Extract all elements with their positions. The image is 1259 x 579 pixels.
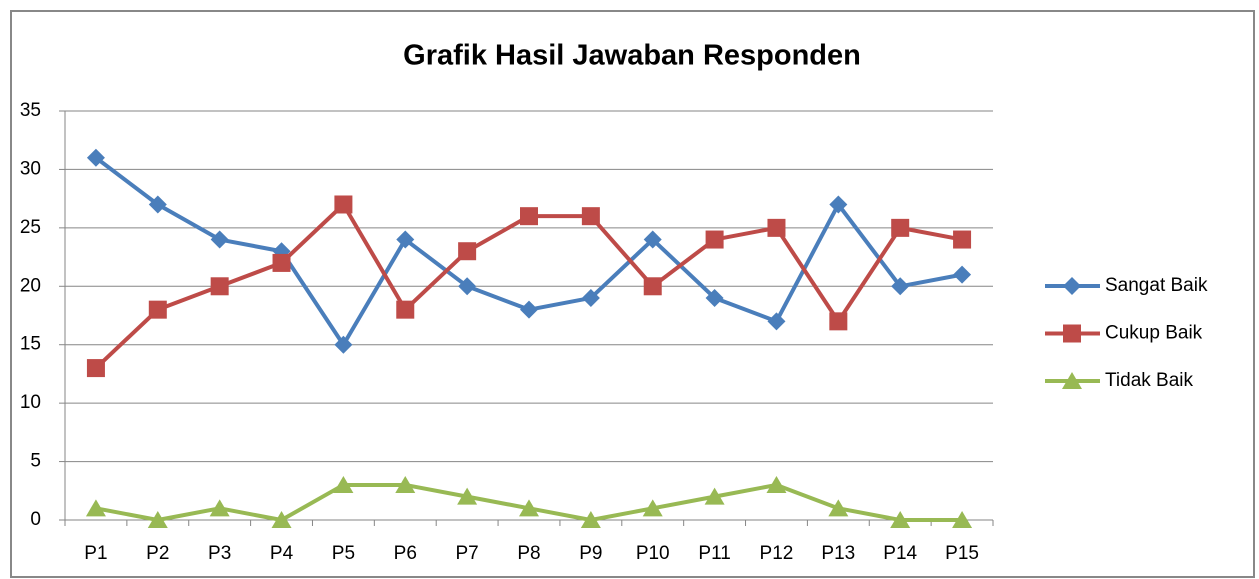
x-tick-label: P5 — [332, 543, 355, 564]
chart-title: Grafik Hasil Jawaban Responden — [403, 40, 861, 72]
point — [395, 475, 416, 493]
point — [457, 487, 478, 505]
point — [767, 312, 786, 331]
legend-label: Cukup Baik — [1105, 323, 1203, 344]
point — [148, 195, 167, 214]
y-tick-label: 5 — [30, 451, 41, 472]
point — [396, 300, 415, 319]
point — [828, 499, 849, 517]
y-tick-label: 10 — [20, 392, 41, 413]
point — [642, 499, 663, 517]
x-tick-label: P9 — [579, 543, 602, 564]
point — [953, 230, 972, 249]
x-tick-label: P14 — [883, 543, 917, 564]
point — [643, 230, 662, 249]
y-tick-label: 35 — [20, 100, 41, 121]
x-tick-label: P12 — [760, 543, 794, 564]
point — [767, 218, 786, 237]
point — [209, 499, 230, 517]
point — [704, 487, 725, 505]
x-tick-label: P3 — [208, 543, 231, 564]
point — [334, 195, 353, 214]
point — [520, 300, 538, 319]
point — [147, 511, 168, 528]
point — [952, 511, 973, 528]
point — [581, 288, 600, 307]
point — [891, 218, 910, 237]
point — [86, 359, 105, 378]
point — [580, 511, 601, 528]
x-tick-label: P11 — [698, 543, 730, 564]
x-tick-label: P8 — [517, 543, 540, 564]
point — [334, 335, 353, 354]
x-tick-label: P6 — [394, 543, 417, 564]
point — [458, 277, 477, 296]
point — [458, 242, 477, 261]
point — [766, 475, 787, 493]
point — [581, 207, 600, 226]
point — [272, 253, 291, 272]
point — [86, 148, 105, 167]
y-tick-label: 25 — [20, 217, 41, 238]
legend-label: Tidak Baik — [1105, 370, 1193, 391]
point — [643, 277, 662, 296]
point — [520, 207, 538, 226]
point — [210, 277, 229, 296]
legend-swatch — [1063, 277, 1081, 295]
point — [890, 511, 911, 528]
y-tick-label: 20 — [20, 275, 41, 296]
legend-label: Sangat Baik — [1105, 275, 1208, 296]
point — [271, 511, 292, 528]
x-tick-label: P1 — [84, 543, 107, 564]
x-tick-label: P15 — [945, 543, 979, 564]
x-tick-label: P10 — [636, 543, 670, 564]
point — [891, 277, 910, 296]
legend-swatch — [1063, 324, 1081, 343]
x-tick-label: P7 — [456, 543, 479, 564]
y-tick-label: 15 — [20, 334, 41, 355]
point — [85, 499, 106, 517]
point — [829, 195, 848, 214]
point — [396, 230, 415, 249]
point — [210, 230, 229, 249]
x-tick-label: P13 — [821, 543, 855, 564]
legend-swatch — [1062, 372, 1082, 389]
point — [705, 230, 724, 249]
point — [148, 300, 167, 319]
point — [705, 288, 724, 307]
x-tick-label: P2 — [146, 543, 169, 564]
point — [953, 265, 972, 284]
y-tick-label: 30 — [20, 158, 41, 179]
y-tick-label: 0 — [30, 509, 41, 530]
point — [333, 475, 354, 493]
x-tick-label: P4 — [270, 543, 294, 564]
point — [829, 312, 848, 331]
point — [519, 499, 539, 517]
